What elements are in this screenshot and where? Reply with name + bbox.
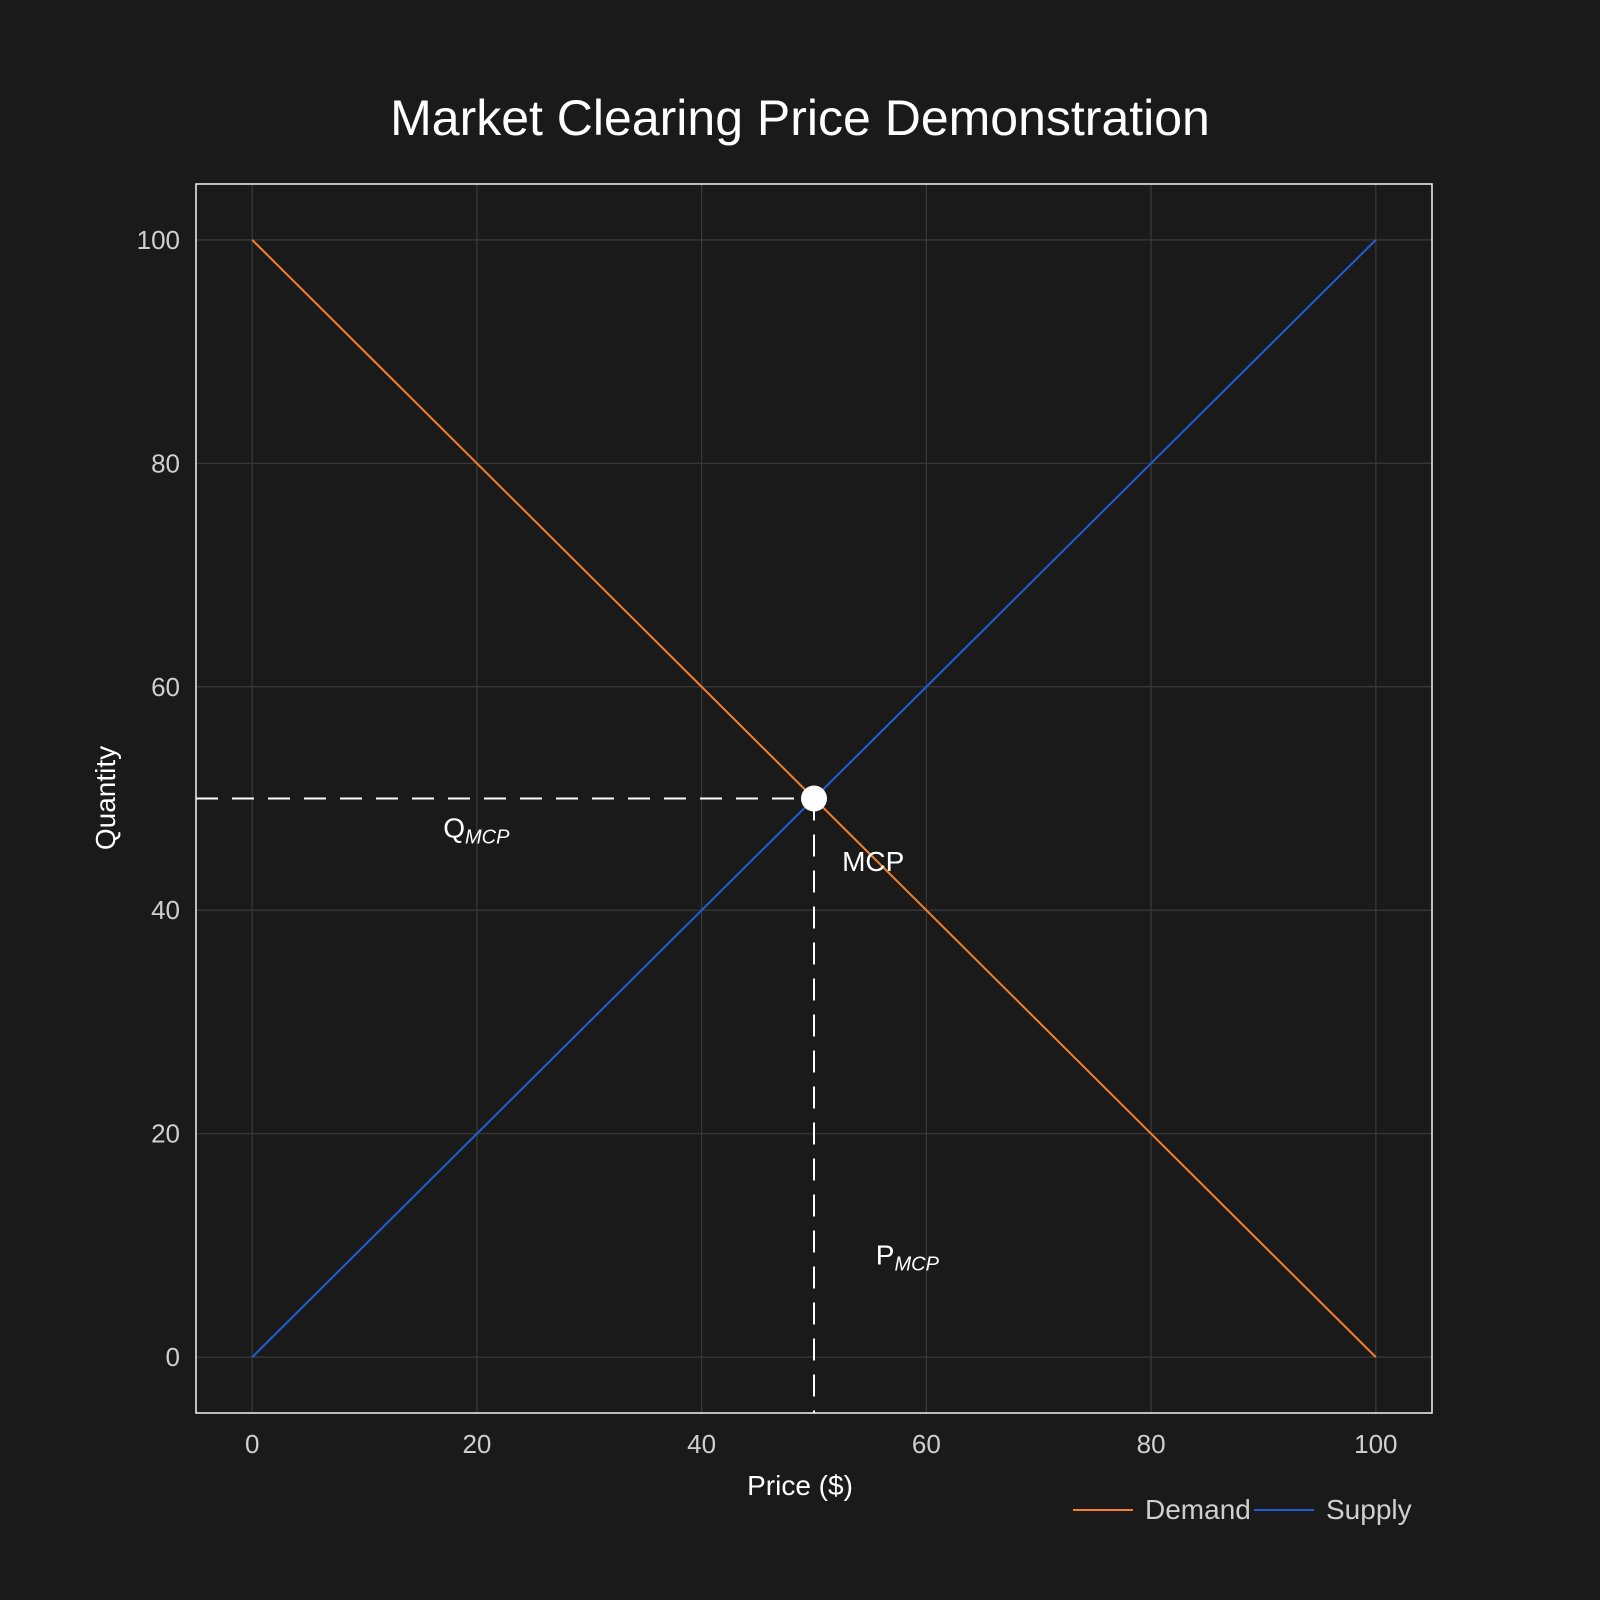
annotations: MCP QMCP PMCP <box>443 813 939 1276</box>
plot-frame <box>195 183 1433 1414</box>
legend-label-demand: Demand <box>1145 1494 1251 1525</box>
x-tick-label: 40 <box>687 1429 716 1459</box>
x-tick-label: 60 <box>912 1429 941 1459</box>
equilibrium-guides <box>196 797 815 1413</box>
chart-title: Market Clearing Price Demonstration <box>390 90 1210 146</box>
x-tick-label: 0 <box>245 1429 259 1459</box>
legend-label-supply: Supply <box>1326 1494 1412 1525</box>
annotation-qmcp: QMCP <box>443 813 510 849</box>
y-tick-label: 100 <box>137 225 180 255</box>
y-tick-labels: 0 20 40 60 80 100 <box>137 225 180 1372</box>
equilibrium-marker <box>801 785 827 812</box>
y-axis-label: Quantity <box>90 746 121 850</box>
annotation-mcp: MCP <box>842 846 904 877</box>
y-tick-label: 60 <box>151 672 180 702</box>
y-tick-label: 20 <box>151 1119 180 1149</box>
y-tick-label: 40 <box>151 895 180 925</box>
x-tick-label: 20 <box>462 1429 491 1459</box>
legend: Demand Supply <box>1073 1494 1412 1525</box>
x-axis-label: Price ($) <box>747 1470 853 1501</box>
y-tick-label: 0 <box>166 1342 180 1372</box>
annotation-pmcp: PMCP <box>876 1239 940 1275</box>
equilibrium-point <box>801 785 827 812</box>
x-tick-label: 80 <box>1137 1429 1166 1459</box>
x-tick-labels: 0 20 40 60 80 100 <box>245 1429 1398 1459</box>
x-tick-label: 100 <box>1354 1429 1397 1459</box>
y-tick-label: 80 <box>151 448 180 478</box>
